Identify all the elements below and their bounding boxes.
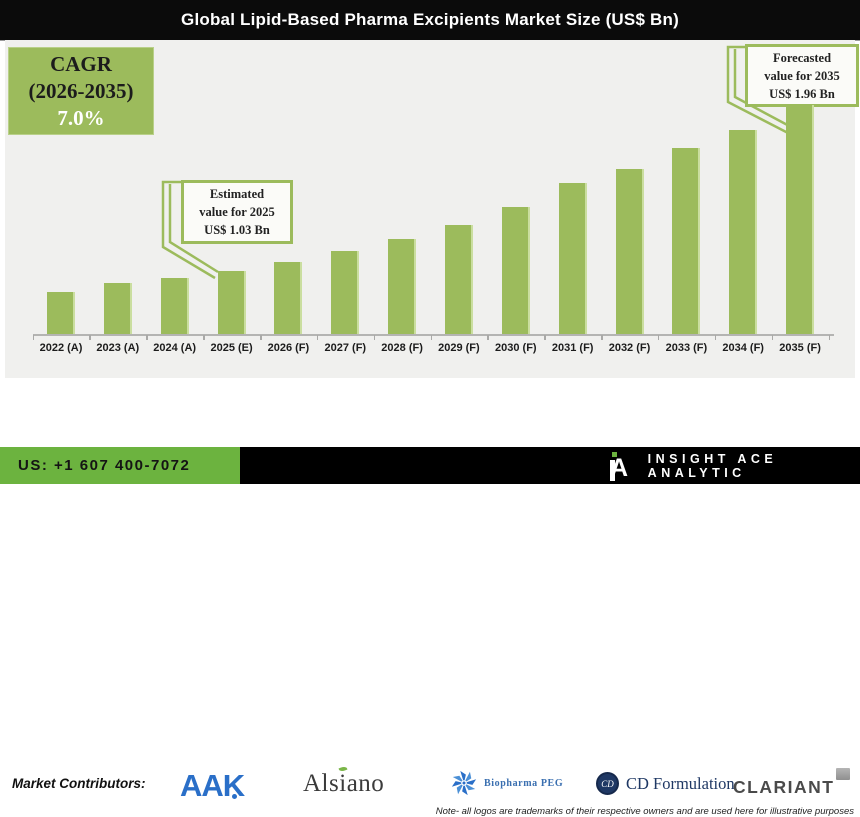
x-axis-label: 2033 (F)	[665, 342, 708, 354]
bar-2027	[331, 251, 360, 334]
aak-logo: AAK	[180, 768, 245, 804]
clariant-logo-text: CLARIANT	[733, 777, 835, 797]
cd-formulation-icon: CD	[596, 772, 619, 795]
x-axis-tick	[316, 335, 319, 340]
x-axis-tick	[657, 335, 660, 340]
footer-contact-block: US: +1 607 400-7072	[0, 447, 240, 484]
forecasted-callout-line1: Forecasted	[772, 50, 832, 65]
bar-2029	[444, 225, 473, 334]
contributors-strip: Market Contributors: AAK Als iano Biophar…	[0, 378, 860, 817]
x-axis-tick	[828, 335, 830, 340]
pinwheel-icon	[451, 770, 477, 796]
x-axis-tick	[601, 335, 603, 340]
x-axis-tick	[544, 335, 546, 340]
clariant-square-icon	[836, 768, 851, 780]
estimated-callout-value: US$ 1.03 Bn	[204, 223, 270, 237]
bar-2033	[672, 148, 701, 334]
estimated-callout-line1: Estimated	[209, 187, 265, 201]
x-axis-label: 2034 (F)	[722, 342, 764, 354]
bar-2028	[388, 239, 417, 334]
brand-name: INSIGHT ACE ANALYTIC	[647, 451, 778, 480]
cd-formulation-logo: CD CD Formulation	[596, 772, 735, 795]
x-axis-tick	[89, 335, 91, 340]
x-axis-label: 2025 (E)	[210, 342, 253, 354]
biopharma-peg-logo: Biopharma PEG	[450, 769, 563, 797]
bar-2022	[47, 292, 75, 334]
x-axis-label: 2031 (F)	[551, 342, 594, 354]
x-axis-label: 2032 (F)	[608, 342, 651, 354]
x-axis-label: 2035 (F)	[779, 342, 821, 354]
clariant-logo: CLARIANT	[733, 768, 851, 798]
x-axis-tick	[146, 335, 148, 340]
market-contributors-label: Market Contributors:	[12, 776, 146, 791]
aak-logo-dot-icon	[232, 794, 237, 799]
bar-2031	[558, 183, 587, 334]
x-axis-label: 2026 (F)	[267, 342, 310, 354]
estimated-value-callout: Estimated value for 2025 US$ 1.03 Bn	[181, 180, 293, 244]
x-axis-tick	[430, 335, 432, 340]
forecasted-callout-line2: value for 2035	[764, 68, 840, 83]
cagr-badge: CAGR (2026-2035) 7.0%	[8, 47, 154, 135]
x-axis-label: 2030 (F)	[495, 342, 537, 354]
bar-2032	[615, 169, 644, 334]
insight-ace-monogram-icon: A	[610, 451, 629, 482]
bar-2025	[217, 271, 246, 334]
x-axis-tick	[203, 335, 205, 340]
forecasted-value-callout: Forecasted value for 2035 US$ 1.96 Bn	[745, 44, 859, 107]
x-axis-tick	[373, 335, 376, 340]
bar-2026	[274, 262, 303, 334]
trademark-note: Note- all logos are trademarks of their …	[435, 806, 854, 817]
estimated-callout-line2: value for 2025	[199, 205, 275, 219]
bar-2023	[103, 283, 132, 334]
bar-2030	[501, 207, 530, 334]
x-axis-tick	[714, 335, 717, 340]
alsiano-logo-text: Als	[303, 770, 340, 797]
cagr-value: 7.0%	[57, 105, 105, 130]
x-axis-label: 2027 (F)	[324, 342, 367, 354]
alsiano-logo: Als iano	[303, 765, 385, 798]
alsiano-i: i	[338, 765, 348, 797]
cd-formulation-logo-text: CD Formulation	[626, 773, 735, 793]
cagr-period: (2026-2035)	[28, 78, 134, 103]
cagr-title: CAGR	[50, 51, 112, 76]
green-square-icon	[612, 451, 617, 457]
alsiano-logo-text-end: ano	[346, 770, 385, 797]
x-axis-label: 2028 (F)	[381, 342, 423, 354]
bar-2024	[160, 278, 189, 334]
x-axis-tick	[32, 335, 35, 340]
bar-2034	[729, 130, 758, 334]
x-axis-label: 2029 (F)	[438, 342, 480, 354]
chart-panel: CAGR (2026-2035) 7.0% Estimated value fo…	[5, 40, 859, 378]
x-axis-tick	[260, 335, 262, 340]
x-axis-line	[33, 334, 834, 336]
footer-bar: US: +1 607 400-7072 A INSIGHT ACE ANALYT…	[0, 447, 860, 484]
x-axis-label: 2022 (A)	[39, 342, 83, 354]
phone-number: US: +1 607 400-7072	[18, 457, 191, 474]
insight-ace-analytic-logo: A INSIGHT ACE ANALYTIC	[610, 447, 860, 484]
forecasted-callout-value: US$ 1.96 Bn	[769, 86, 835, 101]
title-bar: Global Lipid-Based Pharma Excipients Mar…	[0, 0, 860, 41]
x-axis-label: 2023 (A)	[96, 342, 140, 354]
x-axis-tick	[771, 335, 774, 340]
x-axis-tick	[487, 335, 489, 340]
biopharma-peg-logo-text: Biopharma PEG	[484, 777, 564, 789]
bar-2035	[786, 105, 815, 334]
page-title: Global Lipid-Based Pharma Excipients Mar…	[181, 10, 679, 29]
x-axis-label: 2024 (A)	[153, 342, 197, 354]
